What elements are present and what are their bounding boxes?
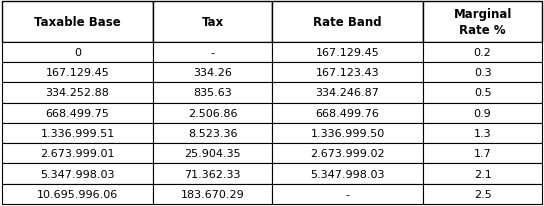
Text: 1.336.999.51: 1.336.999.51: [40, 128, 115, 138]
Bar: [272, 143, 423, 164]
Bar: [423, 164, 542, 184]
Bar: [153, 164, 272, 184]
Bar: [153, 103, 272, 123]
Text: Marginal
Rate %: Marginal Rate %: [453, 8, 512, 37]
Text: 0.9: 0.9: [474, 108, 491, 118]
Text: 25.904.35: 25.904.35: [184, 149, 241, 158]
Bar: [153, 2, 272, 42]
Text: 1.3: 1.3: [474, 128, 491, 138]
Bar: [153, 123, 272, 143]
Text: 0.5: 0.5: [474, 88, 491, 98]
Bar: [423, 83, 542, 103]
Bar: [423, 63, 542, 83]
Text: 0.3: 0.3: [474, 68, 491, 78]
Bar: [272, 123, 423, 143]
Text: 2.673.999.02: 2.673.999.02: [310, 149, 385, 158]
Text: Rate Band: Rate Band: [313, 16, 382, 29]
Bar: [2, 184, 153, 204]
Text: -: -: [345, 189, 350, 199]
Bar: [153, 63, 272, 83]
Text: 71.362.33: 71.362.33: [184, 169, 241, 179]
Text: 167.129.45: 167.129.45: [316, 48, 380, 57]
Text: 1.336.999.50: 1.336.999.50: [311, 128, 385, 138]
Bar: [423, 2, 542, 42]
Text: 334.252.88: 334.252.88: [46, 88, 109, 98]
Bar: [423, 143, 542, 164]
Bar: [153, 143, 272, 164]
Bar: [2, 42, 153, 63]
Bar: [2, 143, 153, 164]
Text: 1.7: 1.7: [474, 149, 491, 158]
Bar: [272, 184, 423, 204]
Text: Taxable Base: Taxable Base: [34, 16, 121, 29]
Bar: [2, 103, 153, 123]
Bar: [272, 63, 423, 83]
Text: 0.2: 0.2: [474, 48, 491, 57]
Text: 334.246.87: 334.246.87: [316, 88, 380, 98]
Bar: [272, 103, 423, 123]
Bar: [423, 123, 542, 143]
Text: 5.347.998.03: 5.347.998.03: [310, 169, 385, 179]
Bar: [2, 63, 153, 83]
Text: Tax: Tax: [201, 16, 224, 29]
Text: 2.1: 2.1: [474, 169, 491, 179]
Bar: [2, 2, 153, 42]
Bar: [2, 83, 153, 103]
Text: 835.63: 835.63: [193, 88, 232, 98]
Text: 167.123.43: 167.123.43: [316, 68, 379, 78]
Text: 10.695.996.06: 10.695.996.06: [37, 189, 118, 199]
Text: 334.26: 334.26: [193, 68, 232, 78]
Text: 668.499.76: 668.499.76: [316, 108, 380, 118]
Text: 5.347.998.03: 5.347.998.03: [40, 169, 115, 179]
Bar: [272, 42, 423, 63]
Text: 668.499.75: 668.499.75: [46, 108, 109, 118]
Text: 2.506.86: 2.506.86: [188, 108, 237, 118]
Text: 0: 0: [74, 48, 81, 57]
Text: 167.129.45: 167.129.45: [46, 68, 109, 78]
Bar: [153, 42, 272, 63]
Bar: [272, 83, 423, 103]
Bar: [2, 123, 153, 143]
Text: 8.523.36: 8.523.36: [188, 128, 237, 138]
Bar: [423, 42, 542, 63]
Text: -: -: [211, 48, 214, 57]
Bar: [153, 83, 272, 103]
Text: 2.5: 2.5: [474, 189, 491, 199]
Bar: [423, 103, 542, 123]
Text: 183.670.29: 183.670.29: [181, 189, 244, 199]
Bar: [423, 184, 542, 204]
Bar: [272, 2, 423, 42]
Bar: [272, 164, 423, 184]
Text: 2.673.999.01: 2.673.999.01: [40, 149, 115, 158]
Bar: [153, 184, 272, 204]
Bar: [2, 164, 153, 184]
